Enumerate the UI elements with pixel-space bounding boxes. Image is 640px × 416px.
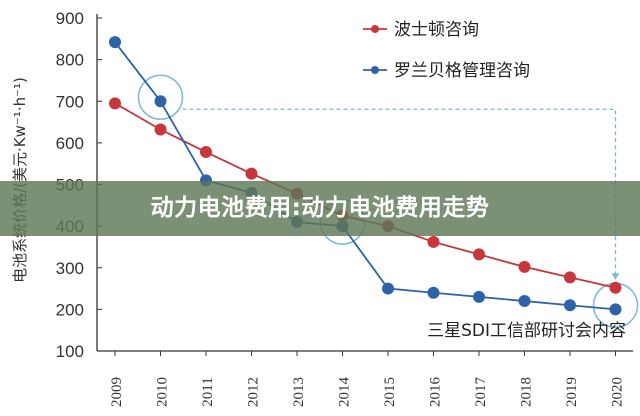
x-axis-ticks: 2009 2010 2011 2012 2013 2014 2015 2016 2017 2018…	[109, 351, 626, 407]
data-point	[427, 235, 440, 248]
data-point	[609, 281, 622, 294]
x-tick-label: 2016	[428, 377, 444, 408]
data-point	[109, 97, 121, 110]
series-line-2	[114, 41, 616, 311]
x-tick-label: 2013	[291, 377, 307, 407]
legend-label: 罗兰贝格管理咨询	[394, 61, 530, 81]
y-tick-label: 600	[56, 134, 84, 153]
data-point	[473, 290, 485, 303]
data-point	[109, 36, 121, 49]
data-point	[518, 260, 531, 273]
data-point	[564, 271, 576, 284]
y-tick-label: 200	[56, 300, 84, 319]
data-point	[154, 95, 167, 108]
x-tick-label: 2020	[610, 377, 626, 407]
x-tick-label: 2014	[337, 377, 353, 408]
x-tick-label: 2018	[519, 377, 535, 407]
series-group	[109, 36, 622, 316]
y-tick-label: 300	[56, 259, 84, 278]
x-tick-label: 2015	[382, 377, 398, 407]
data-point	[564, 299, 576, 312]
data-point	[609, 303, 622, 316]
x-tick-label: 2010	[155, 377, 171, 407]
banner-title: 动力电池费用:动力电池费用走势	[150, 195, 490, 221]
x-tick-label: 2019	[564, 377, 580, 407]
data-point	[245, 167, 258, 180]
title-banner: 动力电池费用:动力电池费用走势	[0, 181, 640, 236]
x-tick-label: 2017	[473, 377, 489, 408]
x-tick-label: 2012	[246, 377, 262, 407]
legend-marker	[371, 25, 379, 33]
data-point	[427, 286, 440, 299]
data-point	[473, 248, 485, 261]
legend-label: 波士顿咨询	[394, 20, 479, 40]
y-tick-label: 800	[56, 51, 84, 70]
y-axis-label: 电池系统价格/(美元·Kw⁻¹·h⁻¹)	[11, 77, 29, 283]
x-tick-label: 2009	[109, 377, 125, 407]
highlight-circle	[137, 74, 184, 120]
projection-arrow-head	[611, 273, 620, 280]
y-tick-label: 100	[56, 342, 84, 361]
source-note: 三星SDI工信部研讨会内容	[427, 321, 626, 341]
y-tick-label: 900	[56, 9, 84, 28]
legend-marker	[371, 66, 379, 74]
data-point	[200, 146, 212, 159]
data-point	[518, 295, 531, 308]
x-tick-label: 2011	[200, 377, 216, 406]
data-point	[382, 282, 394, 295]
data-point	[154, 123, 167, 136]
y-tick-label: 700	[56, 92, 84, 111]
